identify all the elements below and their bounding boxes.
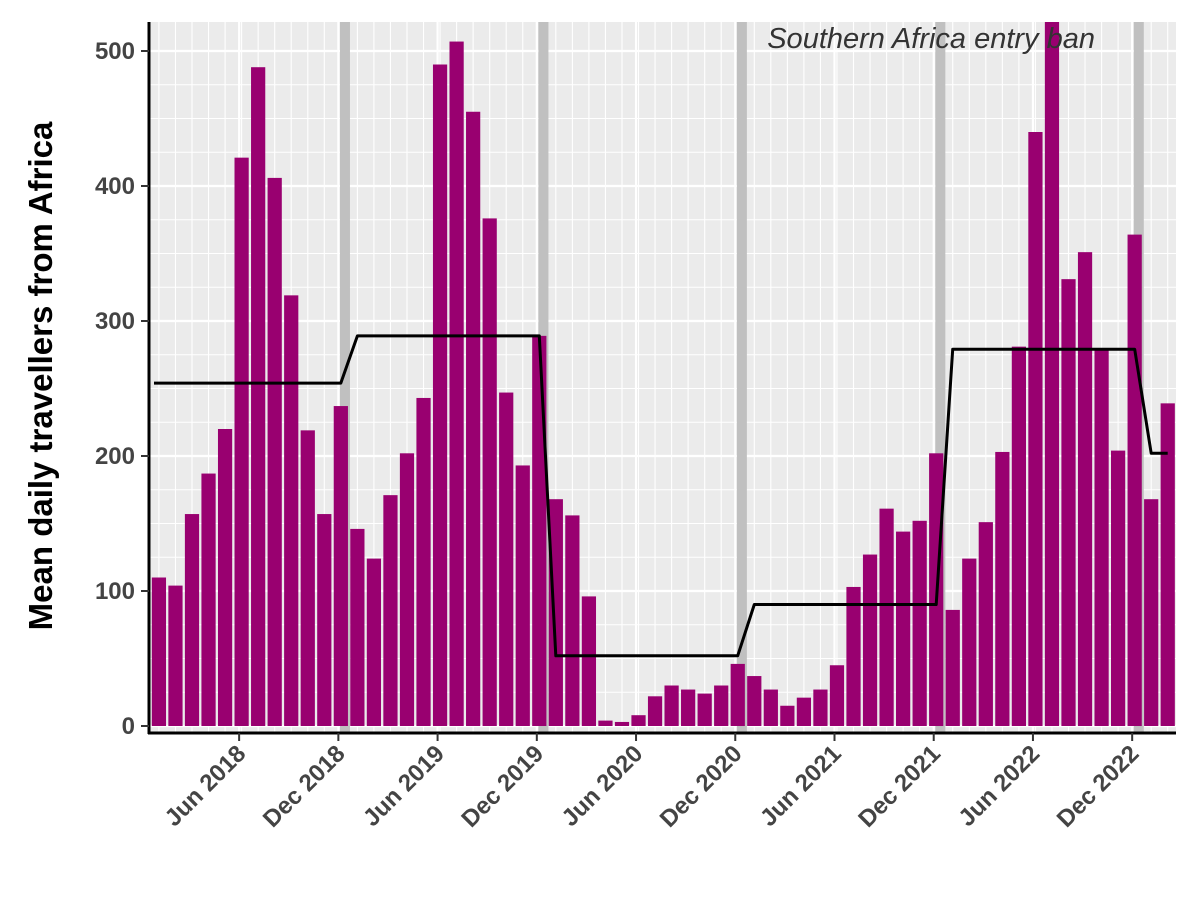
bar-2021-07 [846,586,861,726]
bar-2018-05 [217,429,233,726]
bar-2022-04 [995,451,1010,726]
bar-2018-02 [168,585,183,726]
bar-2020-10 [697,693,712,726]
highlight-band [736,22,747,733]
bar-2018-10 [300,430,315,726]
y-tick-label: 500 [95,38,135,65]
bar-2020-09 [681,689,696,726]
bar-2022-12 [1127,234,1142,726]
x-tick-label: Jun 2022 [953,740,1045,832]
bar-2018-07 [251,67,266,726]
bar-2021-02 [763,689,778,726]
bar-2022-07 [1044,22,1060,726]
bar-2020-07 [647,696,663,726]
x-tick-label: Dec 2018 [258,740,351,833]
bar-2021-11 [912,520,927,726]
bar-2022-11 [1111,450,1126,726]
y-tick-label: 100 [95,578,135,605]
bar-2021-01 [747,676,762,726]
bar-2021-04 [796,697,812,726]
bar-2022-09 [1077,252,1093,726]
bar-2022-01 [945,609,960,726]
x-tick-label: Dec 2020 [655,740,748,833]
bar-2019-12 [532,335,547,726]
bar-2020-04 [598,720,613,726]
y-tick-label: 400 [95,173,135,200]
bar-2018-11 [317,514,332,726]
bar-2021-03 [780,705,795,726]
bar-2022-05 [1011,346,1027,726]
bar-2019-06 [432,64,448,726]
bar-2019-07 [449,41,464,727]
bar-2022-03 [978,522,993,726]
x-tick-label: Jun 2019 [358,740,450,832]
bar-2022-06 [1028,132,1043,726]
bar-2021-06 [829,665,845,726]
annotation-text: Southern Africa entry ban [767,23,1095,55]
bar-2021-08 [862,554,878,726]
x-tick-label: Dec 2019 [456,740,549,833]
bar-2020-11 [714,685,729,726]
bar-2020-02 [565,515,580,726]
bar-2022-08 [1061,279,1076,726]
highlight-band [935,22,946,733]
bar-2021-09 [879,508,894,726]
bar-2020-08 [664,685,679,726]
bar-2021-10 [896,531,911,726]
bar-2018-06 [234,157,249,726]
y-tick-label: 200 [95,443,135,470]
bar-2018-09 [284,295,299,726]
bar-2022-02 [962,558,977,726]
x-tick-label: Dec 2021 [853,740,946,833]
y-tick-label: 300 [95,308,135,335]
bar-2020-12 [730,663,745,726]
bar-2020-05 [614,721,630,726]
bar-2021-05 [813,689,828,726]
bar-2018-08 [267,177,282,726]
bar-2023-02 [1160,403,1175,726]
highlight-band [339,22,350,733]
y-axis-label: Mean daily travellers from Africa [22,121,59,630]
bar-2019-02 [366,558,382,726]
bar-2019-08 [466,111,481,726]
bar-2018-04 [201,473,216,726]
bar-2020-03 [581,596,597,726]
y-tick-label: 0 [122,713,135,740]
bar-2019-03 [383,495,398,726]
x-tick-label: Dec 2022 [1052,740,1145,833]
bar-2023-01 [1144,499,1159,726]
bar-2019-09 [482,218,497,726]
bar-2022-10 [1094,348,1109,726]
bar-2018-03 [184,514,200,726]
bar-2019-04 [399,453,415,726]
mean-line [154,334,1168,658]
bar-2019-01 [350,528,365,726]
bar-2018-01 [151,577,167,726]
bar-2018-12 [333,406,348,726]
bar-2019-11 [515,465,530,726]
bar-2019-05 [416,397,431,726]
bar-2019-10 [499,392,514,726]
x-tick-label: Jun 2020 [557,740,649,832]
x-tick-label: Jun 2021 [755,740,847,832]
bar-2020-06 [631,715,646,726]
bar-2020-01 [548,499,563,726]
x-tick-label: Jun 2018 [160,740,252,832]
